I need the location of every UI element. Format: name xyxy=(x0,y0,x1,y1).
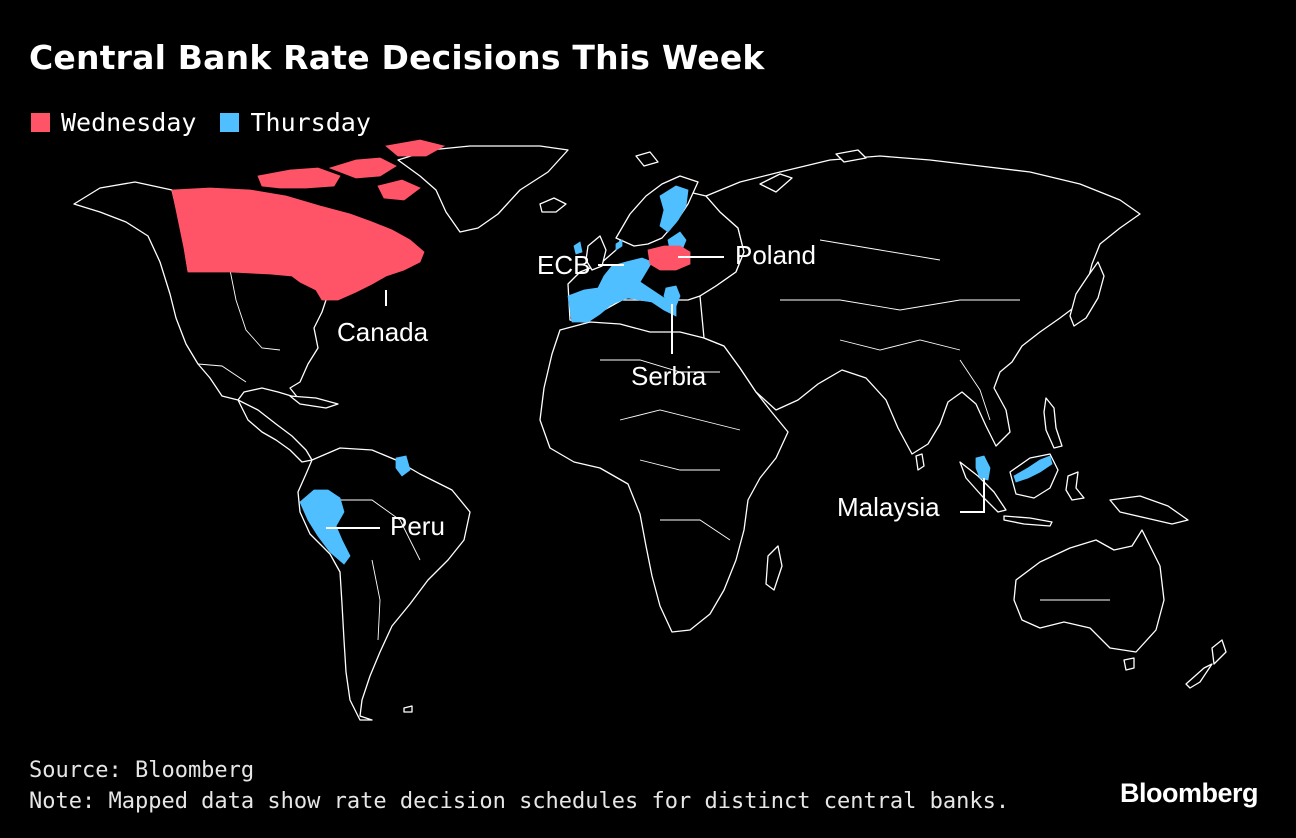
callout-serbia: Serbia xyxy=(631,361,707,391)
land-falklands xyxy=(403,705,413,713)
legend-item-wednesday: Wednesday xyxy=(31,108,196,137)
land-novaya-zemlya xyxy=(759,173,793,193)
land-australia xyxy=(1013,529,1165,653)
legend: Wednesday Thursday xyxy=(31,108,395,137)
land-caribbean xyxy=(289,395,339,409)
callout-poland: Poland xyxy=(735,240,816,270)
country-borders xyxy=(197,239,1110,641)
region-poland xyxy=(647,245,691,271)
land-java xyxy=(1003,515,1053,527)
land-siberian-islands xyxy=(835,149,867,163)
region-malaysia xyxy=(975,455,1053,483)
region-canada xyxy=(171,139,446,301)
land-tasmania xyxy=(1123,657,1135,671)
legend-swatch-thursday xyxy=(220,113,240,132)
bloomberg-logo: Bloomberg xyxy=(1119,778,1259,808)
footnote: Note: Mapped data show rate decision sch… xyxy=(29,789,1010,814)
chart-title: Central Bank Rate Decisions This Week xyxy=(29,38,765,77)
legend-swatch-wednesday xyxy=(31,113,50,132)
land-madagascar xyxy=(765,545,783,591)
region-serbia xyxy=(663,285,681,307)
world-map: Canada ECB Poland Serbia Peru Malaysia xyxy=(73,139,1227,721)
land-sri-lanka xyxy=(915,453,925,471)
land-new-zealand xyxy=(1185,639,1227,689)
land-japan xyxy=(1069,261,1105,327)
legend-item-thursday: Thursday xyxy=(220,108,371,137)
source-note: Source: Bloomberg xyxy=(29,758,255,783)
region-euro-area xyxy=(567,185,689,323)
leader-lines xyxy=(326,256,985,529)
callout-peru: Peru xyxy=(390,511,445,541)
land-greenland xyxy=(397,145,569,233)
land-new-guinea xyxy=(1109,495,1189,525)
legend-label-thursday: Thursday xyxy=(250,108,371,137)
land-asia xyxy=(699,155,1141,455)
callout-malaysia: Malaysia xyxy=(837,492,940,522)
land-south-america xyxy=(297,447,471,721)
footer: Source: Bloomberg Note: Mapped data show… xyxy=(29,755,1009,817)
region-peru xyxy=(299,455,411,565)
land-svalbard xyxy=(635,151,659,167)
legend-label-wednesday: Wednesday xyxy=(61,108,197,137)
callout-labels: Canada ECB Poland Serbia Peru Malaysia xyxy=(337,240,940,541)
land-iceland xyxy=(539,197,567,213)
land-sulawesi xyxy=(1065,471,1085,501)
callout-ecb: ECB xyxy=(537,250,590,280)
land-philippines xyxy=(1043,397,1063,449)
land-central-america xyxy=(237,399,313,463)
callout-canada: Canada xyxy=(337,317,429,347)
leader-malaysia xyxy=(960,478,985,513)
